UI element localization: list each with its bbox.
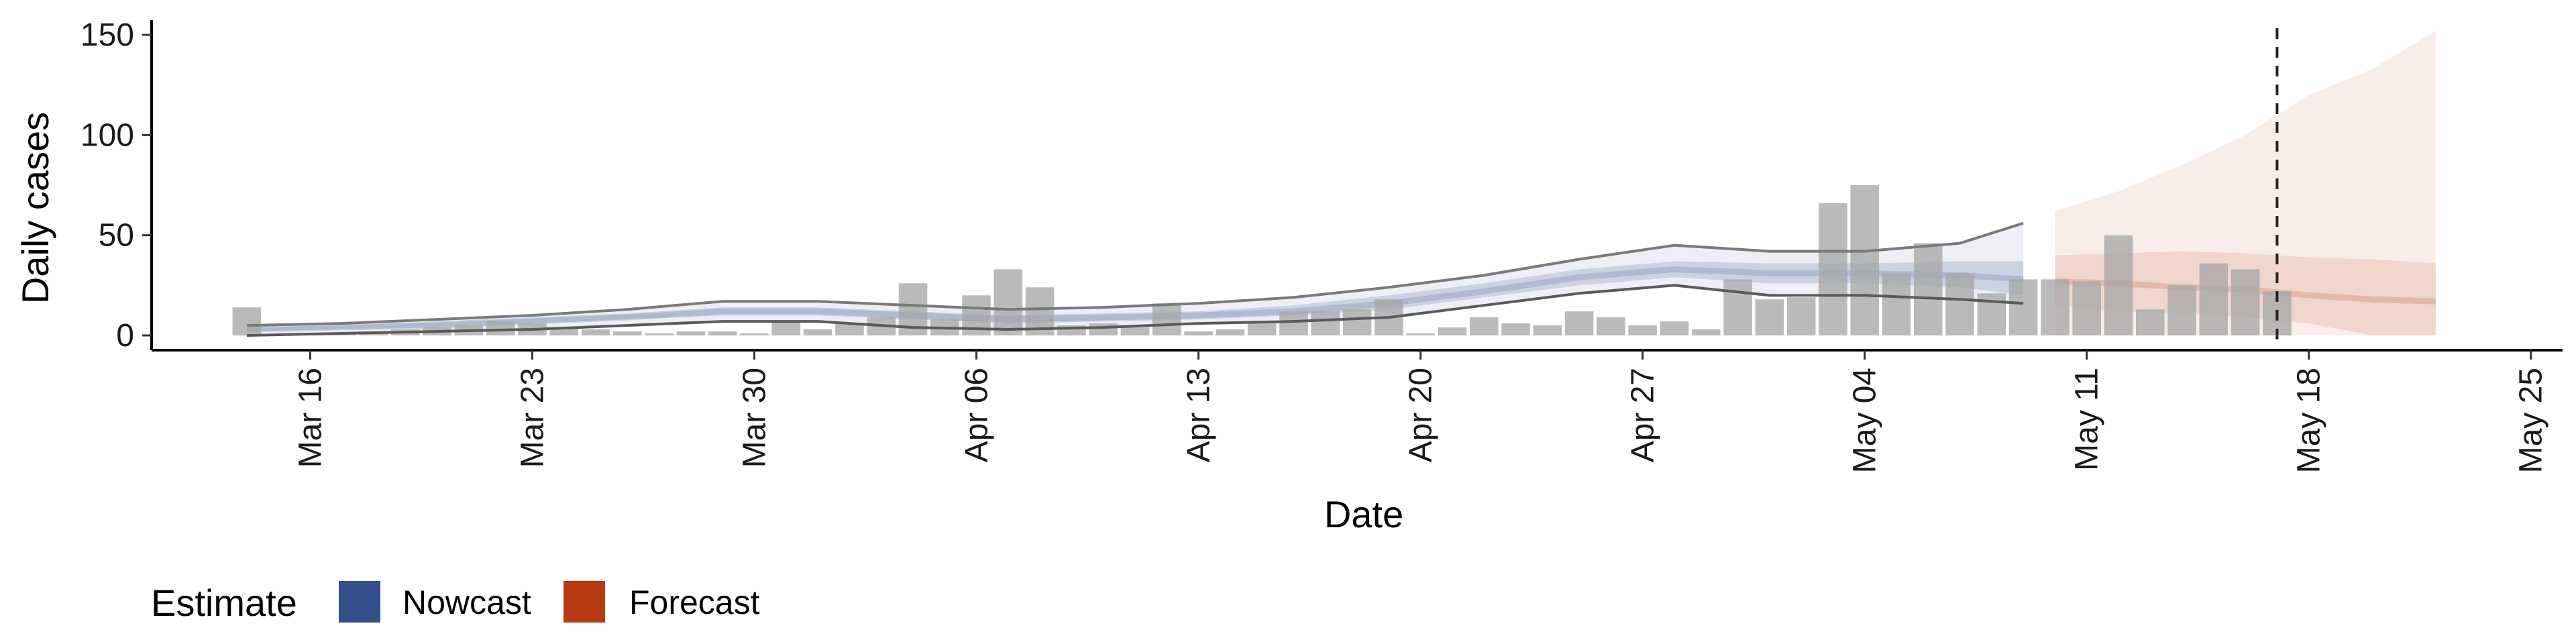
legend-swatch-forecast (564, 581, 605, 623)
nowcast-upper-line (246, 221, 2024, 327)
legend-title: Estimate (151, 582, 297, 624)
nowcast-inner-band (246, 261, 2024, 331)
case-bar (1342, 309, 1372, 335)
case-bar (803, 329, 833, 335)
case-bar (1882, 273, 1911, 335)
estimate-interval-lines (246, 221, 2024, 337)
case-bar (581, 329, 610, 335)
case-bar (1438, 327, 1467, 335)
case-bar (1533, 325, 1562, 335)
legend-label-forecast: Forecast (629, 584, 760, 621)
case-bar (2167, 285, 2196, 335)
case-bar (2041, 279, 2070, 335)
y-tick-label: 50 (99, 218, 134, 254)
case-bar (2199, 263, 2229, 335)
case-bar (1723, 279, 1752, 335)
case-bar (1691, 329, 1721, 335)
nowcast-outer-band (246, 223, 2024, 335)
nowcast-lower-line (246, 284, 2024, 337)
y-tick-label: 0 (116, 318, 134, 354)
case-bar (1564, 311, 1594, 335)
case-bar (613, 331, 642, 335)
case-bar (2072, 281, 2101, 335)
x-tick-label: May 11 (2070, 368, 2105, 471)
x-axis-title: Date (1324, 493, 1403, 535)
case-bar (771, 321, 801, 335)
case-bar (1850, 185, 1879, 335)
case-bar (1628, 325, 1657, 335)
estimate-bands (246, 31, 2436, 335)
x-tick-label: Mar 16 (292, 368, 328, 468)
case-bar (1247, 323, 1277, 335)
case-bar (1945, 273, 1974, 335)
x-tick-label: Mar 23 (515, 368, 551, 468)
case-bar (1311, 311, 1340, 335)
legend-swatch-nowcast (339, 581, 380, 623)
case-bar (486, 321, 515, 335)
case-bar (1501, 323, 1530, 335)
case-bar (1152, 303, 1181, 335)
case-bar (1819, 203, 1847, 335)
x-tick-label: Apr 06 (959, 368, 995, 462)
case-bar (1279, 311, 1308, 335)
case-bar (1089, 323, 1118, 335)
y-tick-label: 100 (80, 117, 134, 153)
axes: 0 50 100 150 Mar 16 Mar 23 Mar 30 Apr 06 Apr 13 A… (80, 17, 2563, 473)
case-bar (2231, 269, 2260, 335)
case-bar (1597, 317, 1625, 335)
x-tick-label: Apr 20 (1403, 368, 1439, 462)
case-bar (994, 269, 1023, 335)
case-bar (835, 323, 864, 335)
x-tick-label: May 18 (2292, 368, 2327, 473)
case-bar (708, 331, 737, 335)
case-bar (676, 331, 706, 335)
case-bar (2104, 235, 2133, 335)
case-bar (2008, 279, 2038, 335)
observed-case-bars (232, 185, 2292, 335)
legend-label-nowcast: Nowcast (402, 584, 531, 621)
case-bar (1184, 331, 1213, 335)
x-tick-label: May 04 (1847, 368, 1883, 473)
case-bar (1216, 329, 1245, 335)
x-tick-label: Apr 13 (1181, 368, 1217, 462)
case-bar (549, 327, 579, 335)
case-bar (1469, 317, 1499, 335)
y-axis-title: Daily cases (14, 112, 56, 304)
case-bar (1660, 321, 1689, 335)
case-bar (232, 307, 262, 335)
case-bar (1120, 327, 1150, 335)
nowcast-median-band (246, 266, 2024, 333)
x-tick-label: May 25 (2514, 368, 2549, 473)
forecast-outer-band (2055, 31, 2436, 335)
case-bar (1406, 333, 1435, 335)
y-tick-label: 150 (80, 17, 134, 53)
case-bar (1913, 243, 1943, 335)
case-bar (740, 333, 769, 335)
legend: Estimate Nowcast Forecast (151, 581, 760, 624)
case-bar (2136, 309, 2165, 335)
x-tick-label: Mar 30 (737, 368, 773, 468)
case-bar (1786, 297, 1816, 335)
x-tick-label: Apr 27 (1625, 368, 1661, 462)
case-bar (645, 333, 674, 335)
case-bar (1755, 299, 1784, 335)
